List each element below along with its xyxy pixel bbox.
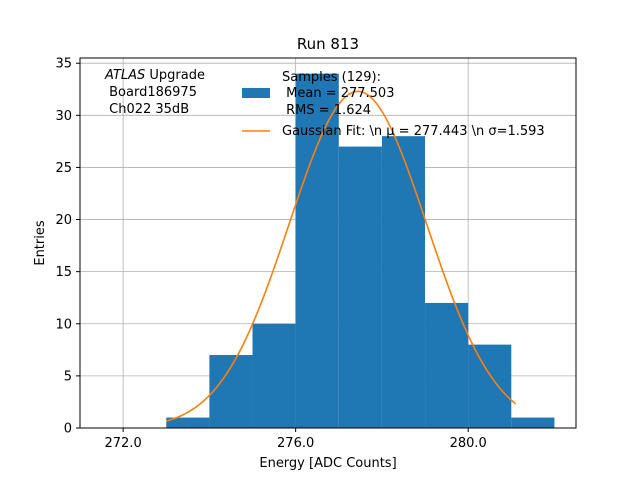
y-tick-label-3: 15: [55, 265, 72, 280]
histogram-bar-6: [425, 302, 469, 428]
annotation-line-3: Ch022 35dB: [105, 102, 189, 117]
chart-title: Run 813: [297, 35, 359, 53]
histogram-bar-0: [166, 417, 210, 428]
histogram-bar-8: [511, 417, 555, 428]
annotation-upgrade: Upgrade: [145, 68, 205, 83]
y-tick-label-1: 5: [64, 369, 72, 384]
y-axis-label: Entries: [33, 220, 48, 266]
x-axis-ticks: 272.0 276.0 280.0: [105, 428, 487, 451]
y-tick-label-2: 10: [55, 317, 72, 332]
y-tick-label-5: 25: [55, 161, 72, 176]
y-axis-ticks: 0 5 10 15 20 25 30 35: [55, 57, 80, 437]
legend-samples-line-3: RMS = 1.624: [282, 103, 371, 118]
legend-fit-label: Gaussian Fit: \n μ = 277.443 \n σ=1.593: [282, 124, 545, 139]
annotation-line-2: Board186975: [105, 85, 197, 100]
y-tick-label-4: 20: [55, 213, 72, 228]
plot-frame: [79, 57, 577, 429]
y-tick-label-6: 30: [55, 109, 72, 124]
legend: Samples (129): Mean = 277.503 RMS = 1.62…: [242, 70, 545, 139]
atlas-annotation: ATLAS Upgrade Board186975 Ch022 35dB: [104, 68, 205, 117]
legend-samples-line-1: Samples (129):: [282, 70, 381, 85]
y-tick-label-0: 0: [64, 422, 72, 437]
x-tick-label-2: 280.0: [450, 436, 487, 451]
x-tick-label-1: 276.0: [277, 436, 314, 451]
histogram-bar-4: [338, 146, 382, 428]
gaussian-fit: [166, 90, 517, 422]
x-tick-label-0: 272.0: [105, 436, 142, 451]
y-tick-label-7: 35: [55, 57, 72, 72]
histogram-bar-3: [295, 73, 339, 429]
histogram-bar-7: [468, 344, 512, 428]
x-axis-label: Energy [ADC Counts]: [259, 456, 396, 471]
histogram-bars: [166, 73, 555, 429]
annotation-atlas: ATLAS: [104, 68, 145, 83]
gaussian-fit-line: [166, 90, 517, 422]
annotation-line-1: ATLAS Upgrade: [104, 68, 205, 83]
histogram-bar-5: [381, 136, 426, 429]
histogram-bar-2: [252, 323, 296, 428]
legend-samples-swatch: [242, 88, 270, 98]
legend-samples-line-2: Mean = 277.503: [282, 86, 394, 101]
